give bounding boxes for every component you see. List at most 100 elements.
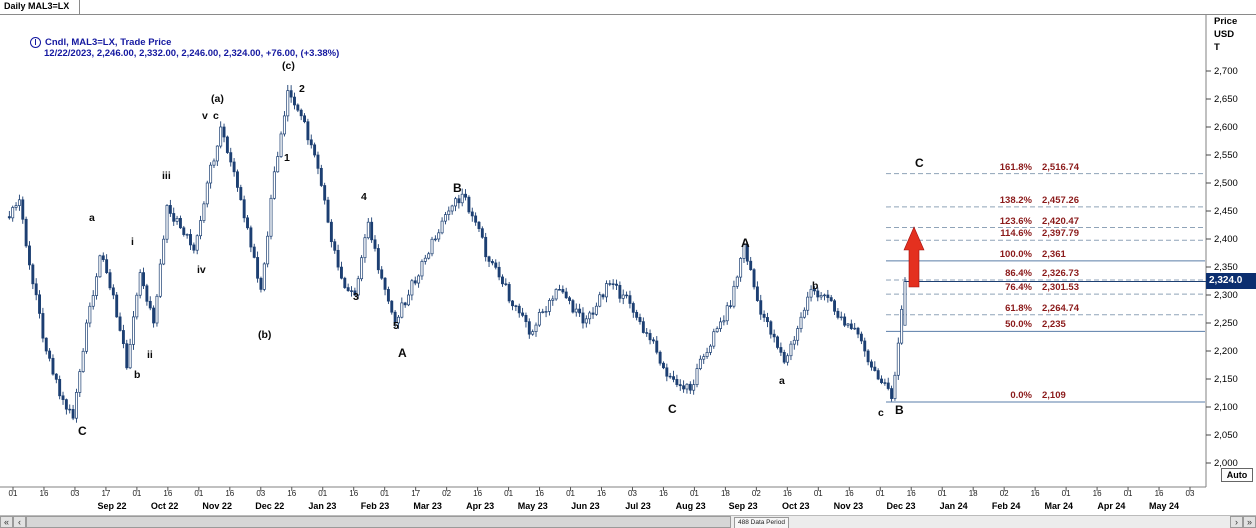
elliott-wave-label: 1 [284,152,290,164]
month-label: Dec 23 [886,501,916,511]
month-label: Sep 22 [97,501,127,511]
date-tick-label: 18 [720,489,730,498]
fib-level-label: 100.0% 2,361 [988,249,1066,260]
fib-pct-label: 0.0% [1010,389,1032,401]
scrollbar-thumb[interactable] [26,516,731,528]
date-tick-label: 01 [937,489,947,498]
price-tick-label: 2,150 [1214,374,1238,385]
price-tick-label: 2,350 [1214,262,1238,273]
scroll-far-left-button[interactable]: « [0,516,13,528]
price-tick-label: 2,400 [1214,234,1238,245]
date-tick-label: 01 [504,489,514,498]
fib-level-label: 123.6% 2,420.47 [988,216,1079,227]
date-tick-label: 01 [380,489,390,498]
axis-title-price: Price [1214,16,1238,27]
month-label: Sep 23 [728,501,758,511]
fib-pct-label: 86.4% [1005,268,1032,280]
price-axis-header: Price USD T [1214,15,1237,54]
scrollbar-track[interactable]: 488 Data Period [26,516,1230,528]
date-tick-label: 16 [349,489,359,498]
month-label: Mar 24 [1044,501,1074,511]
price-tick-label: 2,300 [1214,290,1238,301]
fib-price-label: 2,235 [1042,319,1066,331]
auto-scale-button[interactable]: Auto [1221,468,1253,482]
date-tick-label: 16 [163,489,173,498]
fib-level-label: 138.2% 2,457.26 [988,195,1079,206]
date-tick-label: 01 [566,489,575,498]
fib-level-label: 0.0% 2,109 [988,389,1065,401]
date-tick-label: 16 [782,489,792,498]
date-tick-label: 01 [875,489,885,498]
scroll-right-button[interactable]: › [1230,516,1243,528]
chart-legend: Cndl, MAL3=LX, Trade Price 12/22/2023, 2… [30,37,339,59]
fib-level-label: 114.6% 2,397.79 [988,228,1079,239]
elliott-wave-label: 5 [393,320,399,332]
elliott-wave-label: i [131,236,134,248]
date-tick-label: 03 [70,489,80,498]
chart-tab[interactable]: Daily MAL3=LX [0,0,81,14]
price-tick-label: 2,650 [1214,94,1238,105]
fib-pct-label: 123.6% [999,215,1032,227]
elliott-wave-label: (a) [211,93,224,105]
axis-title-unit: T [1214,42,1220,53]
month-label: Jan 23 [308,501,337,511]
date-tick-label: 03 [256,489,266,498]
fib-price-label: 2,457.26 [1042,194,1079,206]
fib-pct-label: 138.2% [999,194,1032,206]
date-tick-label: 03 [1185,489,1195,498]
axis-title-currency: USD [1214,29,1235,40]
date-tick-label: 16 [906,489,916,498]
fib-level-label: 76.4% 2,301.53 [988,282,1079,293]
price-tick-label: 2,000 [1214,458,1238,469]
date-tick-label: 01 [1123,489,1133,498]
elliott-wave-label: 3 [353,291,359,303]
date-tick-label: 01 [1061,489,1071,498]
elliott-wave-label: c [213,110,219,122]
date-tick-label: 17 [411,489,421,498]
scroll-far-right-button[interactable]: » [1243,516,1256,528]
month-label: Apr 24 [1097,501,1126,511]
candles-layer [7,84,907,423]
elliott-wave-label: iv [197,264,206,276]
elliott-wave-label: B [895,403,904,417]
date-tick-label: 01 [8,489,18,498]
elliott-wave-label: iii [162,170,171,182]
date-tick-label: 17 [101,489,111,498]
elliott-wave-label: b [812,280,819,292]
price-tick-label: 2,500 [1214,178,1238,189]
date-tick-label: 16 [1154,489,1164,498]
date-tick-label: 02 [442,489,452,498]
elliott-wave-label: C [915,156,924,170]
month-label: Dec 22 [255,501,285,511]
date-tick-label: 16 [225,489,235,498]
date-tick-label: 01 [194,489,204,498]
fib-level-label: 86.4% 2,326.73 [988,268,1079,279]
elliott-wave-label: 2 [299,83,305,95]
series-descriptor: Cndl, MAL3=LX, Trade Price [45,37,172,48]
date-tick-label: 03 [628,489,637,498]
date-tick-label: 16 [287,489,297,498]
fib-pct-label: 61.8% [1005,302,1032,314]
up-arrow-annotation[interactable] [903,226,925,288]
fib-price-label: 2,397.79 [1042,228,1079,240]
fib-pct-label: 100.0% [999,248,1032,260]
date-tick-label: 02 [999,489,1009,498]
elliott-wave-label: (b) [258,329,272,341]
fib-level-label: 161.8% 2,516.74 [988,162,1079,173]
month-label: Feb 24 [991,501,1021,511]
last-price-badge: 2,324.0 [1206,273,1256,289]
fib-price-label: 2,264.74 [1042,302,1079,314]
date-tick-label: 16 [844,489,854,498]
elliott-wave-label: a [779,375,785,387]
price-tick-label: 2,250 [1214,318,1238,329]
price-tick-label: 2,100 [1214,402,1238,413]
fibonacci-layer[interactable] [886,173,1205,403]
fib-pct-label: 76.4% [1005,282,1032,294]
elliott-wave-label: A [741,236,750,250]
scroll-left-button[interactable]: ‹ [13,516,26,528]
fib-price-label: 2,361 [1042,248,1066,260]
month-label: May 23 [517,501,548,511]
candlestick-series-icon [30,37,41,48]
